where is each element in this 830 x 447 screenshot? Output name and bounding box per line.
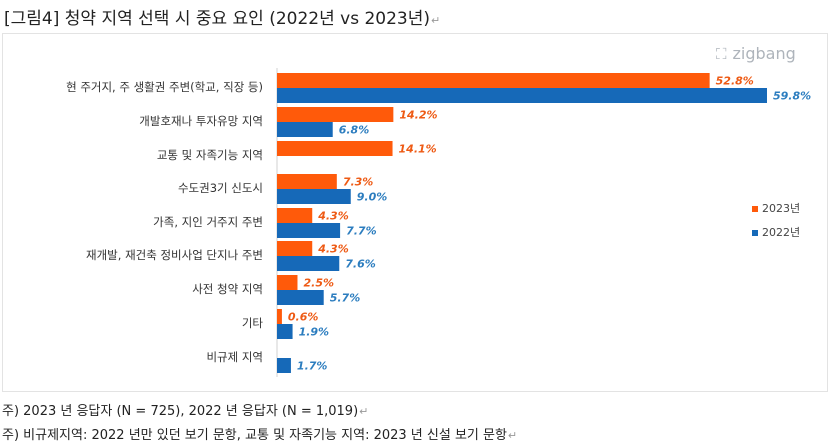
data-label-2022: 9.0%	[357, 191, 388, 204]
bar-2023	[277, 275, 298, 290]
footnote-options: 주) 비규제지역: 2022 년만 있던 보기 문항, 교통 및 자족기능 지역…	[2, 424, 517, 443]
bar-2023	[277, 309, 282, 324]
data-label-2023: 52.8%	[716, 75, 754, 88]
data-label-2023: 7.3%	[343, 176, 374, 189]
bar-2022	[277, 358, 291, 373]
data-label-2023: 4.3%	[317, 243, 349, 256]
category-label: 현 주거지, 주 생활권 주변(학교, 직장 등)	[66, 80, 263, 94]
footnote-respondents: 주) 2023 년 응답자 (N = 725), 2022 년 응답자 (N =…	[2, 400, 368, 419]
data-label-2022: 1.7%	[297, 360, 328, 373]
bar-2023	[277, 241, 313, 256]
data-label-2022: 5.7%	[330, 292, 361, 305]
bar-2023	[277, 174, 337, 189]
figure-title-text: [그림4] 청약 지역 선택 시 중요 요인 (2022년 vs 2023년)	[4, 9, 431, 29]
data-label-2022: 6.8%	[339, 124, 370, 137]
bar-2022	[277, 122, 333, 137]
data-label-2023: 2.5%	[303, 277, 334, 290]
bar-2022	[277, 88, 767, 103]
category-label: 수도권3기 신도시	[178, 181, 263, 195]
bar-2022	[277, 256, 340, 271]
data-label-2023: 14.1%	[399, 143, 437, 156]
category-label: 사전 청약 지역	[192, 282, 263, 296]
category-label: 가족, 지인 거주지 주변	[153, 215, 263, 229]
bar-2022	[277, 290, 324, 305]
category-label: 비규제 지역	[206, 350, 263, 364]
paragraph-mark-icon: ↵	[507, 429, 518, 442]
data-label-2022: 59.8%	[773, 90, 811, 103]
legend-label: 2023년	[762, 202, 800, 215]
bar-2022	[277, 324, 293, 339]
zigbang-logo-text: zigbang	[732, 44, 796, 63]
figure-title: [그림4] 청약 지역 선택 시 중요 요인 (2022년 vs 2023년)↵	[4, 4, 440, 29]
bar-2023	[277, 208, 313, 223]
bar-2023	[277, 107, 394, 122]
category-label: 교통 및 자족기능 지역	[157, 148, 263, 162]
zigbang-logo-icon: ⛶	[716, 45, 727, 63]
bar-2022	[277, 189, 351, 204]
bar-2022	[277, 223, 341, 238]
footnote-respondents-text: 주) 2023 년 응답자 (N = 725), 2022 년 응답자 (N =…	[2, 404, 359, 419]
category-label: 개발호재나 투자유망 지역	[139, 114, 263, 128]
data-label-2022: 1.9%	[299, 326, 330, 339]
paragraph-mark-icon: ↵	[431, 14, 441, 27]
category-label: 재개발, 재건축 정비사업 단지나 주변	[86, 248, 263, 262]
data-label-2022: 7.6%	[345, 258, 376, 271]
legend-label: 2022년	[762, 226, 800, 239]
zigbang-logo: ⛶ zigbang	[716, 44, 796, 63]
data-label-2023: 4.3%	[317, 210, 349, 223]
legend-swatch	[752, 206, 758, 212]
category-label: 기타	[242, 316, 264, 330]
paragraph-mark-icon: ↵	[359, 405, 369, 418]
data-label-2022: 7.7%	[346, 225, 377, 238]
data-label-2023: 0.6%	[288, 311, 319, 324]
legend-swatch	[752, 230, 758, 236]
bar-2023	[277, 141, 393, 156]
bar-2023	[277, 73, 710, 88]
footnote-options-text: 주) 비규제지역: 2022 년만 있던 보기 문항, 교통 및 자족기능 지역…	[2, 428, 507, 443]
data-label-2023: 14.2%	[399, 109, 437, 122]
